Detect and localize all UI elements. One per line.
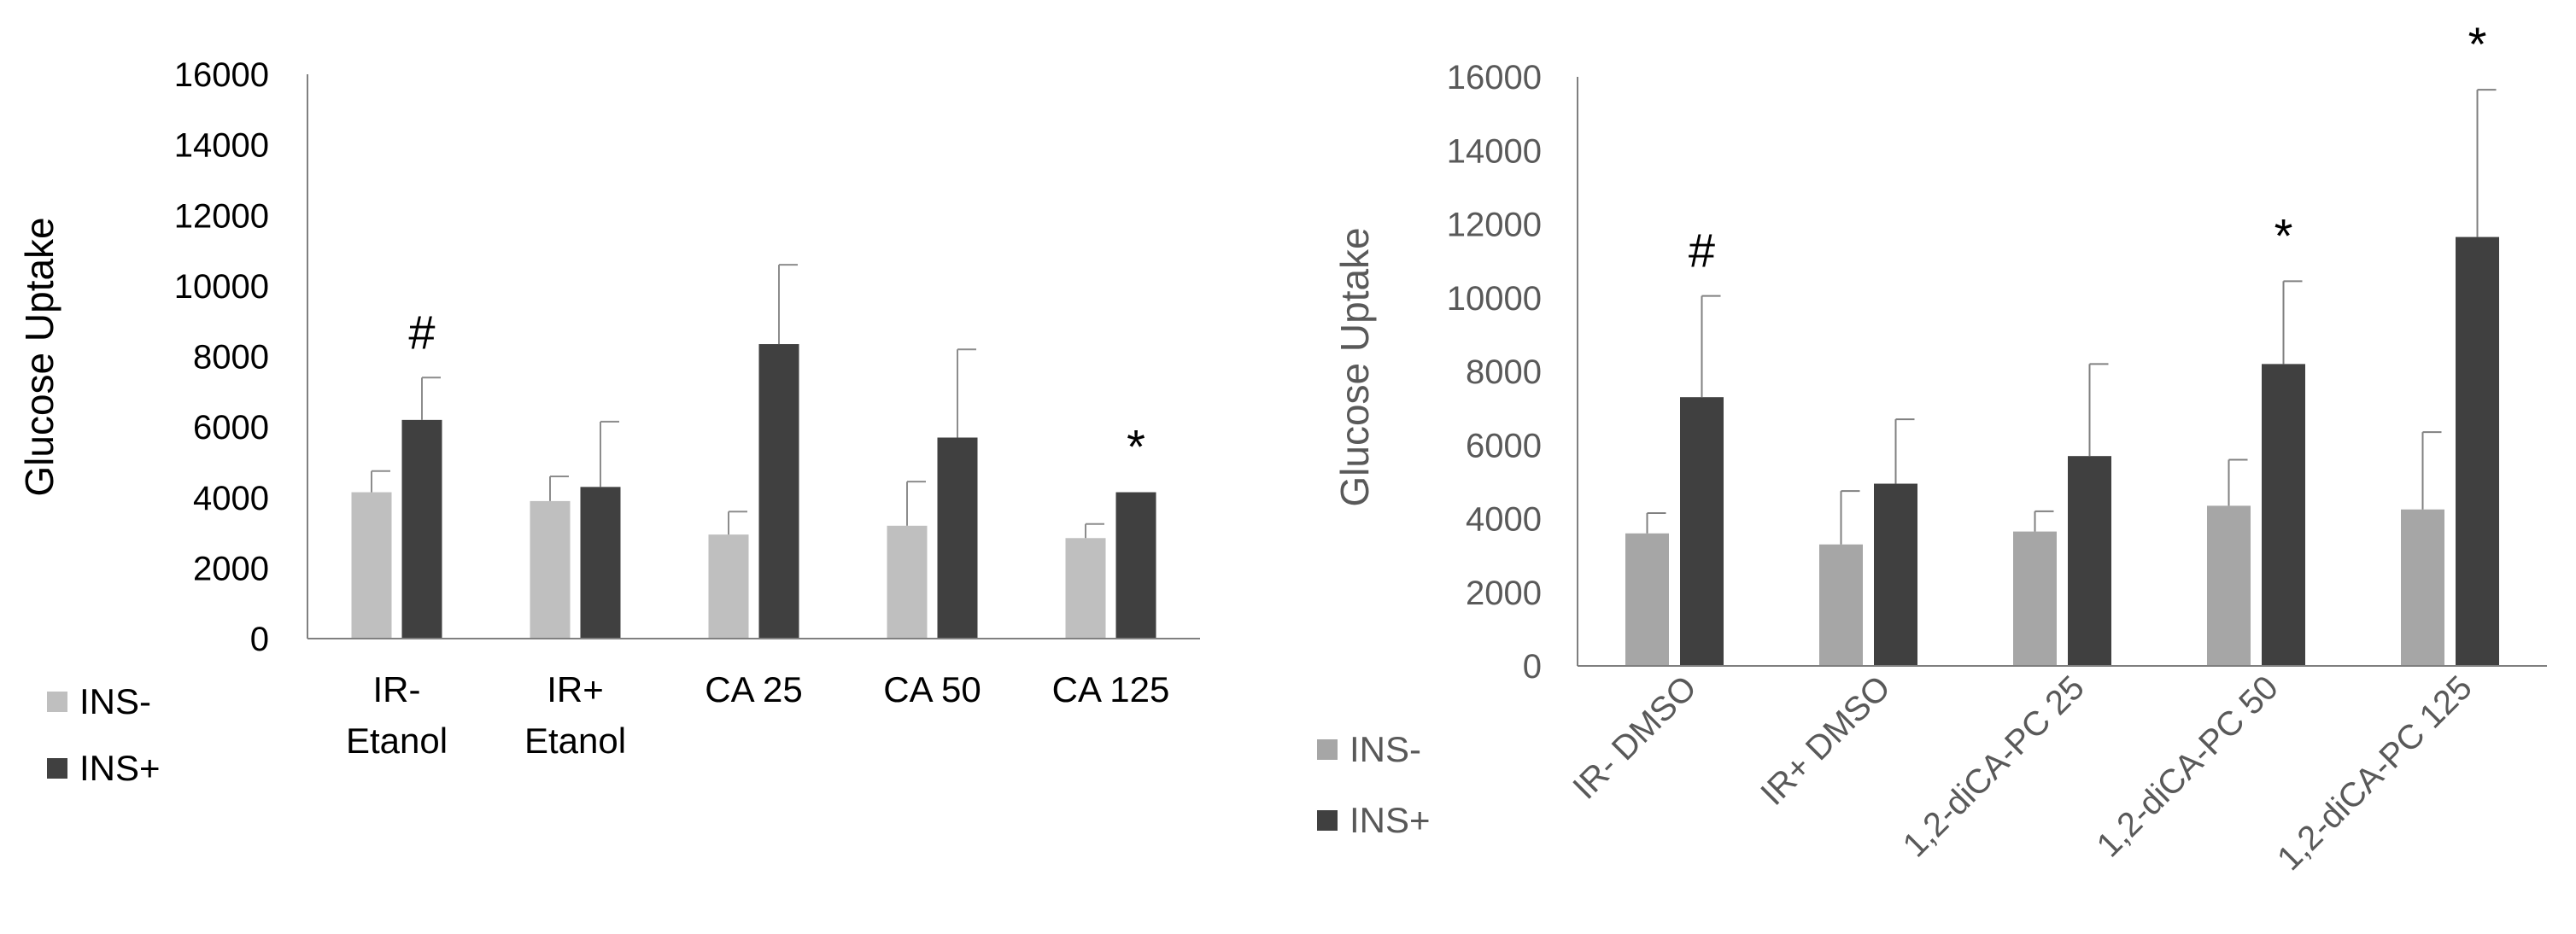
- chart-2-y-tick-label: 14000: [1447, 132, 1542, 170]
- chart-2-bar-ins-minus: [1819, 544, 1863, 666]
- chart-1-y-tick-label: 8000: [193, 339, 269, 377]
- chart-2-y-tick-label: 6000: [1466, 427, 1542, 464]
- chart-1-x-tick-label: IR-: [373, 669, 421, 709]
- left-bar-chart: 0 2000 4000 6000 8000 10000 12000 14000 16000 Glu…: [17, 56, 1200, 788]
- chart-1-y-tick-label: 10000: [174, 268, 269, 306]
- chart-2-significance-mark: #: [1689, 224, 1715, 277]
- chart-1-bar-ins-plus: [758, 344, 799, 639]
- chart-1-y-tick-label: 6000: [193, 409, 269, 447]
- chart-1-bar-ins-minus: [1065, 538, 1106, 639]
- chart-2-y-tick-label: 16000: [1447, 59, 1542, 96]
- chart-2-y-axis-label: Glucose Uptake: [1332, 227, 1377, 506]
- chart-2-bar-ins-minus: [1625, 533, 1669, 666]
- chart-2-x-tick-label: IR- DMSO: [1566, 668, 1704, 807]
- chart-2-bar-ins-plus: [1874, 483, 1917, 666]
- chart-1-y-tick-label: 0: [250, 621, 269, 658]
- chart-1-y-tick-label: 12000: [174, 197, 269, 235]
- chart-2-bar-ins-minus: [2401, 509, 2444, 666]
- chart-1-bar-ins-minus: [530, 500, 571, 639]
- chart-1-bar-ins-minus: [887, 525, 928, 639]
- chart-1-bar-ins-plus: [937, 437, 978, 639]
- chart-2-y-tick-label: 8000: [1466, 353, 1542, 391]
- chart-2-bar-ins-minus: [2013, 531, 2057, 666]
- chart-1-legend-swatch: [47, 758, 67, 779]
- chart-2-y-tick-label: 4000: [1466, 501, 1542, 539]
- chart-1-legend-label: INS+: [79, 748, 161, 788]
- chart-1-bar-ins-minus: [351, 492, 392, 639]
- chart-2-legend-label: INS+: [1349, 800, 1431, 840]
- chart-1-significance-mark: *: [1127, 420, 1145, 474]
- chart-2-bar-ins-plus: [2068, 456, 2111, 666]
- chart-1-x-tick-label: Etanol: [346, 721, 448, 761]
- chart-1-x-tick-label: CA 125: [1052, 669, 1170, 709]
- chart-2-bar-ins-plus: [2456, 236, 2499, 666]
- chart-1-significance-mark: #: [408, 305, 435, 359]
- chart-2-bar-ins-plus: [1680, 397, 1724, 666]
- chart-2-x-tick-label: 1,2-diCA-PC 50: [2090, 668, 2286, 864]
- chart-1-bar-ins-plus: [1115, 492, 1156, 639]
- chart-2-legend-label: INS-: [1349, 729, 1421, 769]
- chart-2-y-tick-label: 12000: [1447, 207, 1542, 244]
- chart-2-y-tick-label: 2000: [1466, 575, 1542, 612]
- chart-1-x-tick-label: CA 50: [883, 669, 981, 709]
- chart-2-y-tick-label: 0: [1523, 648, 1542, 686]
- chart-1-bar-ins-minus: [708, 534, 749, 639]
- chart-2-legend-swatch: [1317, 739, 1338, 760]
- chart-1-y-tick-label: 14000: [174, 127, 269, 165]
- chart-2-significance-mark: *: [2274, 208, 2293, 262]
- right-bar-chart: 0 2000 4000 6000 8000 10000 12000 14000 16000 Glu…: [1317, 17, 2547, 878]
- chart-1-legend-swatch: [47, 692, 67, 712]
- chart-1-legend-label: INS-: [79, 681, 151, 721]
- chart-2-legend-swatch: [1317, 810, 1338, 831]
- chart-2-x-tick-label: 1,2-diCA-PC 25: [1896, 668, 2092, 864]
- chart-1-x-tick-label: Etanol: [524, 721, 626, 761]
- chart-2-significance-mark: *: [2468, 17, 2487, 71]
- chart-1-x-tick-label: IR+: [547, 669, 604, 709]
- chart-2-y-tick-label: 10000: [1447, 280, 1542, 318]
- chart-1-y-axis-label: Glucose Uptake: [17, 217, 61, 496]
- chart-2-x-tick-label: 1,2-diCA-PC 125: [2270, 668, 2479, 878]
- chart-1-bar-ins-plus: [580, 487, 621, 639]
- chart-1-y-tick-label: 4000: [193, 480, 269, 517]
- chart-2-bar-ins-plus: [2262, 364, 2305, 666]
- chart-1-x-tick-label: CA 25: [705, 669, 802, 709]
- chart-2-x-tick-label: IR+ DMSO: [1753, 668, 1898, 813]
- chart-1-bar-ins-plus: [401, 419, 442, 639]
- chart-1-y-tick-label: 16000: [174, 56, 269, 94]
- chart-1-y-tick-label: 2000: [193, 550, 269, 587]
- chart-2-bar-ins-minus: [2207, 505, 2251, 666]
